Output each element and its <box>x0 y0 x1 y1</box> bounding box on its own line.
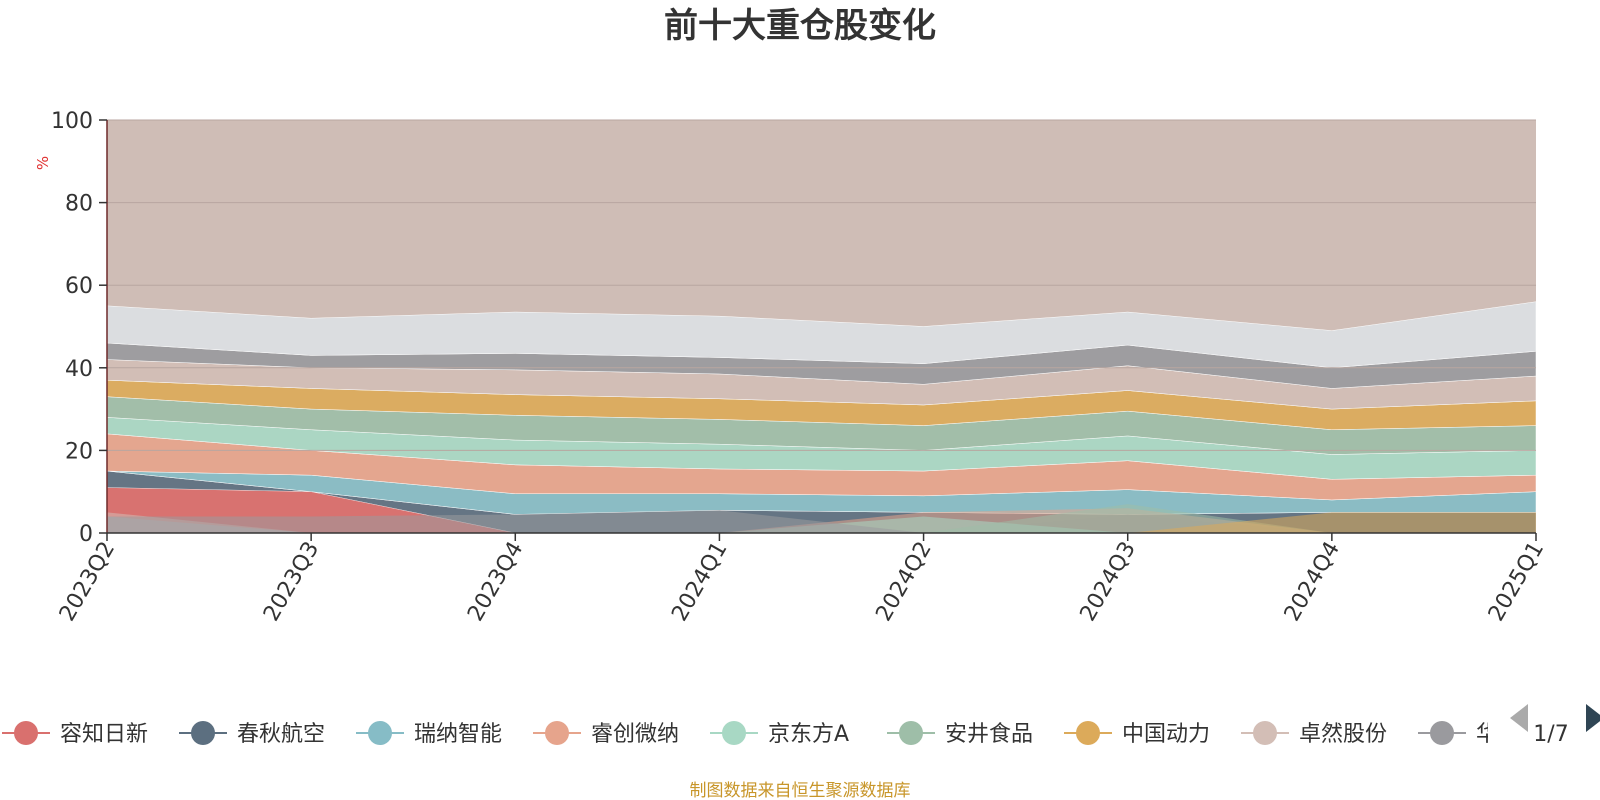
legend-item-华[interactable]: 华 <box>1418 721 1498 747</box>
legend-label: 春秋航空 <box>237 722 325 747</box>
legend-label: 容知日新 <box>60 722 148 747</box>
legend-marker-icon <box>1076 721 1100 745</box>
legend-marker-icon <box>722 721 746 745</box>
y-tick-label: 0 <box>79 522 93 547</box>
stack-band <box>106 301 1537 369</box>
legend-next-icon[interactable] <box>1586 704 1600 732</box>
y-tick-label: 40 <box>65 357 93 382</box>
legend-label: 瑞纳智能 <box>414 722 502 747</box>
legend-item-容知日新[interactable]: 容知日新 <box>2 721 148 747</box>
legend-item-春秋航空[interactable]: 春秋航空 <box>179 721 325 747</box>
legend-label: 中国动力 <box>1122 722 1210 747</box>
source-note: 制图数据来自恒生聚源数据库 <box>690 781 911 800</box>
series-areas <box>107 487 1536 533</box>
series-area-华 <box>107 510 1536 533</box>
legend: 容知日新 春秋航空 瑞纳智能 睿创微纳 京东方A 安井食品 中国动力 卓然股份 华 <box>2 721 1498 747</box>
series-area-中国动力 <box>107 512 1536 533</box>
x-tick-label: 2024Q3 <box>1076 538 1141 626</box>
legend-pager: 1/7 <box>1510 704 1600 747</box>
legend-marker-icon <box>14 721 38 745</box>
legend-label: 华 <box>1476 722 1498 747</box>
x-tick-label: 2023Q3 <box>259 538 324 626</box>
legend-marker-icon <box>368 721 392 745</box>
x-tick-label: 2024Q2 <box>871 538 936 626</box>
y-tick-label: 100 <box>51 109 93 134</box>
x-tick-label: 2025Q1 <box>1484 538 1549 626</box>
y-tick-label: 20 <box>65 439 93 464</box>
legend-items: 容知日新 春秋航空 瑞纳智能 睿创微纳 京东方A 安井食品 中国动力 卓然股份 华 <box>2 721 1498 747</box>
legend-item-卓然股份[interactable]: 卓然股份 <box>1241 721 1387 747</box>
x-tick-label: 2023Q4 <box>463 538 528 626</box>
x-tick-label: 2024Q1 <box>667 538 732 626</box>
y-axis-unit: % <box>34 156 52 170</box>
legend-item-中国动力[interactable]: 中国动力 <box>1064 721 1210 747</box>
legend-item-睿创微纳[interactable]: 睿创微纳 <box>533 721 679 747</box>
x-tick-label: 2023Q2 <box>55 538 120 626</box>
legend-item-安井食品[interactable]: 安井食品 <box>887 721 1033 747</box>
y-tick-label: 80 <box>65 192 93 217</box>
legend-marker-icon <box>1253 721 1277 745</box>
legend-label: 睿创微纳 <box>591 722 679 747</box>
legend-marker-icon <box>1430 721 1454 745</box>
chart-title: 前十大重仓股变化 <box>664 6 936 46</box>
legend-prev-icon[interactable] <box>1510 704 1528 732</box>
legend-marker-icon <box>545 721 569 745</box>
legend-item-瑞纳智能[interactable]: 瑞纳智能 <box>356 721 502 747</box>
legend-label: 卓然股份 <box>1299 722 1387 747</box>
legend-item-京东方A[interactable]: 京东方A <box>710 721 849 747</box>
legend-label: 京东方A <box>768 722 849 747</box>
legend-label: 安井食品 <box>945 722 1033 747</box>
legend-marker-icon <box>191 721 215 745</box>
legend-page-indicator: 1/7 <box>1533 722 1568 747</box>
legend-marker-icon <box>899 721 923 745</box>
y-tick-label: 60 <box>65 274 93 299</box>
series-area-安井食品 <box>107 504 1536 533</box>
x-tick-label: 2024Q4 <box>1280 538 1345 626</box>
